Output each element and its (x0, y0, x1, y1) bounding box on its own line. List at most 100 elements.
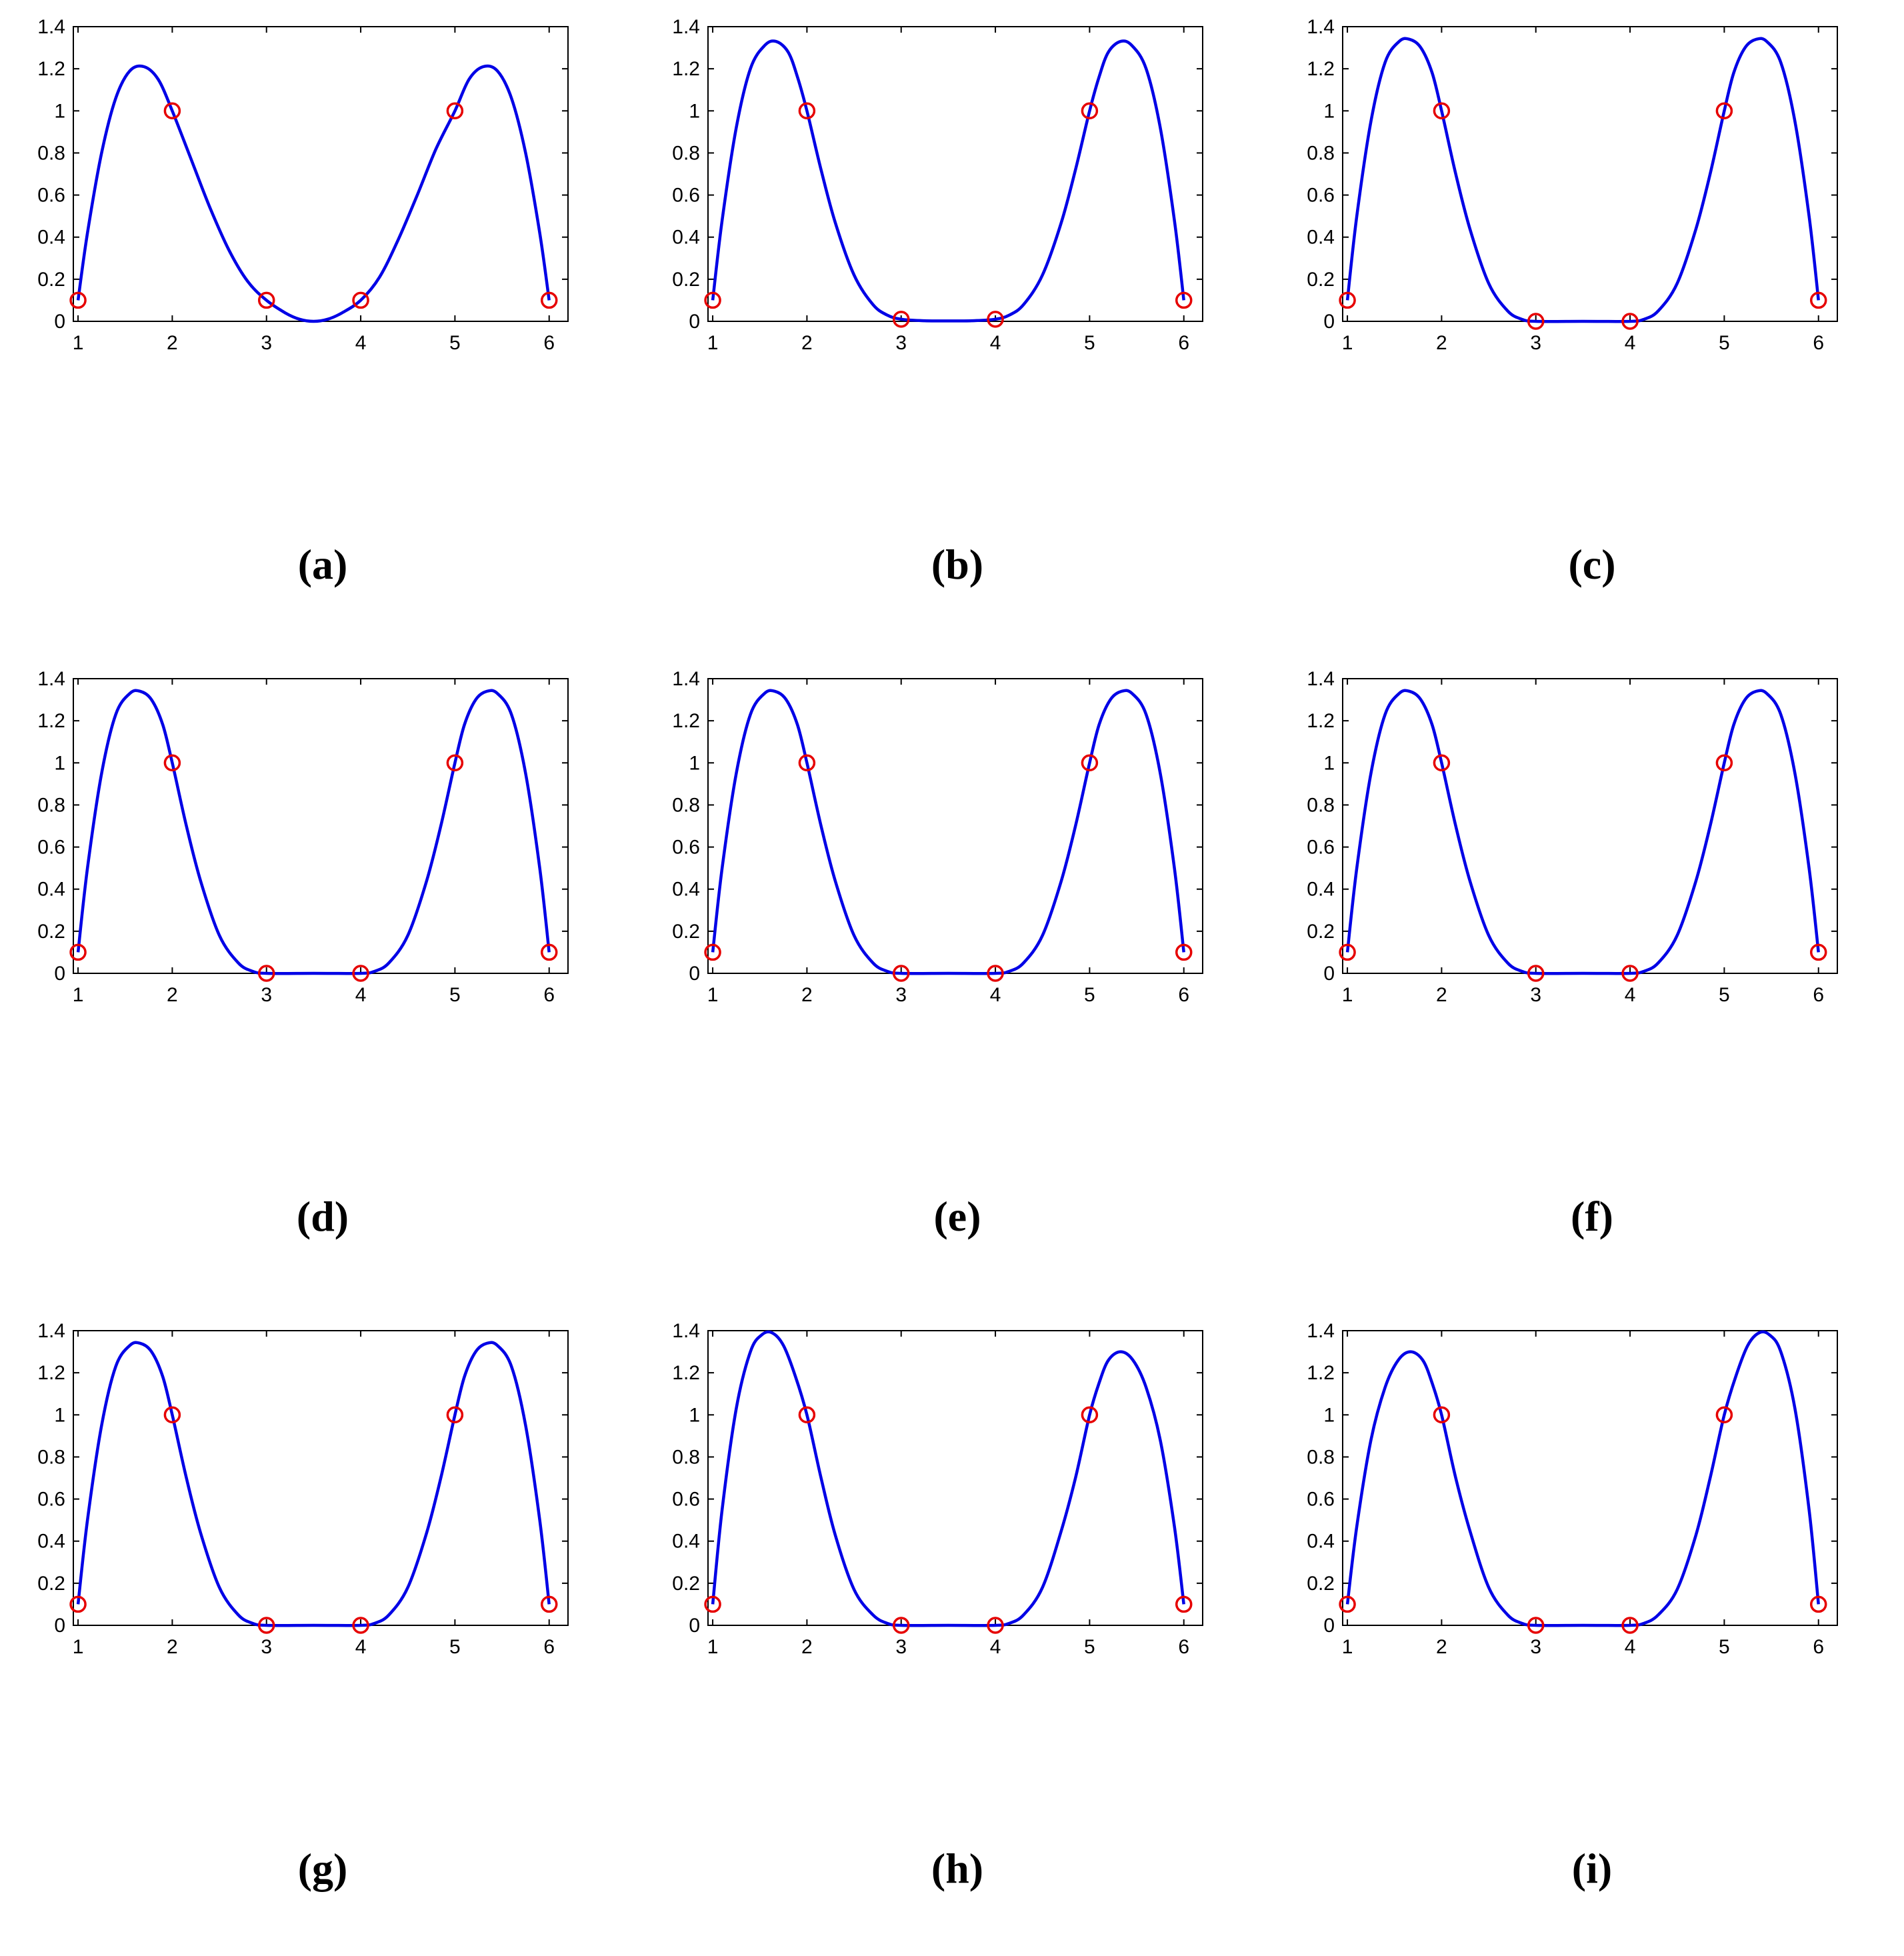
axes-box (707, 1330, 1203, 1626)
y-tick-label: 0.8 (672, 794, 700, 816)
y-tick-label: 0.8 (37, 142, 65, 164)
x-tick-label: 6 (1813, 984, 1824, 1006)
y-tick-label: 0 (1323, 311, 1335, 333)
chart-panel-b: 0 0.2 0.4 0.6 0.8 1 1.2 1.4 1 2 3 4 5 6 (b) (635, 0, 1269, 652)
y-tick-label: 0.6 (672, 837, 700, 859)
panel-label: (g) (298, 1845, 348, 1892)
axes-box (1342, 26, 1838, 322)
chart-svg: 0 0.2 0.4 0.6 0.8 1 1.2 1.4 1 2 3 4 5 6 (g) (37, 1320, 569, 1892)
data-point-marker (1081, 1406, 1099, 1424)
chart-svg: 0 0.2 0.4 0.6 0.8 1 1.2 1.4 1 2 3 4 5 6 (c) (1307, 16, 1838, 588)
x-tick-label: 6 (1178, 332, 1189, 354)
data-point-marker (987, 311, 1004, 328)
chart-svg: 0 0.2 0.4 0.6 0.8 1 1.2 1.4 1 2 3 4 5 6 (i) (1307, 1320, 1838, 1892)
x-tick-label: 4 (990, 332, 1001, 354)
data-point-marker (892, 965, 910, 982)
x-tick-label: 1 (707, 332, 719, 354)
y-tick-label: 0.2 (1307, 1573, 1335, 1595)
y-tick-label: 0.8 (37, 794, 65, 816)
y-tick-label: 1.2 (1307, 58, 1335, 80)
panel-label: (a) (298, 541, 348, 588)
data-point-marker (1527, 965, 1545, 982)
y-tick-label: 1.4 (672, 668, 700, 690)
y-tick-label: 1.2 (37, 1362, 65, 1384)
data-point-marker (1527, 313, 1545, 330)
x-tick-label: 6 (543, 1636, 555, 1658)
x-tick-label: 1 (73, 1636, 84, 1658)
data-point-marker (987, 1617, 1004, 1634)
chart-panel-a: 0 0.2 0.4 0.6 0.8 1 1.2 1.4 1 2 3 4 5 6 (a) (0, 0, 635, 652)
x-tick-label: 6 (543, 332, 555, 354)
y-tick-label: 0.6 (672, 185, 700, 207)
y-tick-label: 1.2 (672, 1362, 700, 1384)
x-tick-label: 3 (261, 984, 272, 1006)
data-point-marker (540, 291, 558, 309)
y-tick-label: 0.4 (1307, 1531, 1335, 1553)
data-point-marker (1081, 102, 1099, 120)
panel-label: (i) (1572, 1845, 1612, 1892)
y-tick-label: 1.4 (672, 1320, 700, 1342)
y-tick-label: 0.4 (672, 1531, 700, 1553)
y-tick-label: 0 (1323, 1615, 1335, 1637)
chart-panel-h: 0 0.2 0.4 0.6 0.8 1 1.2 1.4 1 2 3 4 5 6 (h) (635, 1304, 1269, 1956)
data-point-marker (163, 1406, 181, 1424)
data-point-marker (352, 291, 369, 309)
x-tick-label: 2 (801, 984, 813, 1006)
y-tick-label: 0.8 (1307, 1446, 1335, 1468)
x-tick-label: 6 (1813, 332, 1824, 354)
y-tick-label: 1.2 (1307, 710, 1335, 732)
x-tick-label: 2 (1436, 1636, 1447, 1658)
x-tick-label: 4 (1625, 1636, 1636, 1658)
y-tick-label: 0.8 (672, 142, 700, 164)
interpolation-curve (1345, 37, 1820, 323)
y-tick-label: 1.4 (1307, 1320, 1335, 1342)
x-tick-label: 5 (1084, 984, 1095, 1006)
panel-label: (c) (1568, 541, 1615, 588)
x-tick-label: 2 (167, 984, 178, 1006)
data-point-marker (1081, 754, 1099, 772)
y-tick-label: 1.2 (37, 58, 65, 80)
data-point-marker (1175, 291, 1193, 309)
y-tick-label: 0.2 (37, 921, 65, 943)
data-point-marker (446, 754, 464, 772)
data-point-marker (163, 754, 181, 772)
axes-box (73, 1330, 569, 1626)
y-tick-label: 1.2 (37, 710, 65, 732)
data-point-marker (892, 1617, 910, 1634)
data-point-marker (798, 1406, 816, 1424)
x-tick-label: 4 (355, 984, 367, 1006)
x-tick-label: 2 (801, 1636, 813, 1658)
data-point-marker (352, 965, 369, 982)
y-tick-label: 1 (689, 100, 700, 122)
y-tick-label: 0.4 (1307, 879, 1335, 901)
axes-box (707, 678, 1203, 974)
y-tick-label: 0.8 (672, 1446, 700, 1468)
data-point-marker (1527, 1617, 1545, 1634)
y-tick-label: 0 (54, 1615, 65, 1637)
data-point-marker (1339, 291, 1356, 309)
y-tick-label: 1.4 (37, 1320, 65, 1342)
data-point-marker (1433, 754, 1451, 772)
data-point-marker (446, 102, 464, 120)
panel-label: (d) (297, 1193, 349, 1240)
x-tick-label: 5 (1719, 332, 1730, 354)
y-tick-label: 1 (1323, 100, 1335, 122)
panel-label: (h) (931, 1845, 983, 1892)
y-tick-label: 1.2 (672, 710, 700, 732)
y-tick-label: 0 (54, 963, 65, 985)
y-tick-label: 0.4 (672, 227, 700, 249)
data-point-marker (257, 1617, 275, 1634)
y-tick-label: 0.8 (37, 1446, 65, 1468)
x-tick-label: 3 (261, 332, 272, 354)
y-tick-label: 0.4 (1307, 227, 1335, 249)
data-point-marker (69, 1595, 87, 1613)
interpolation-curve (711, 1330, 1185, 1627)
x-tick-label: 5 (449, 984, 461, 1006)
panel-label: (e) (933, 1193, 981, 1240)
data-point-marker (1621, 1617, 1639, 1634)
data-point-marker (1621, 965, 1639, 982)
data-point-marker (1175, 1595, 1193, 1613)
data-point-marker (798, 754, 816, 772)
x-tick-label: 3 (895, 332, 907, 354)
